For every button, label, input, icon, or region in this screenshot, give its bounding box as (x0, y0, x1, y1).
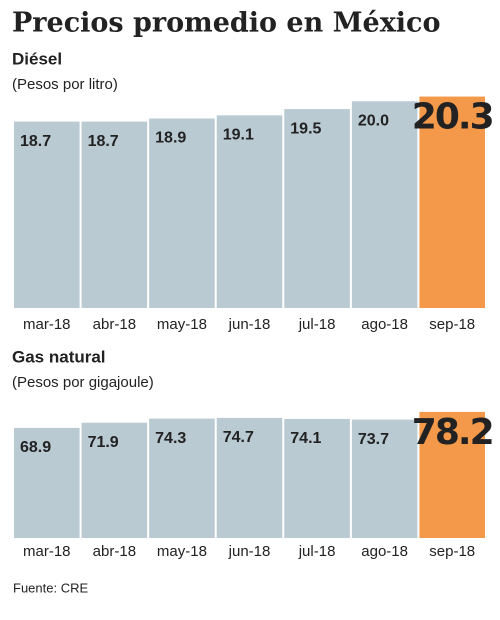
x-tick-label: sep-18 (429, 316, 475, 333)
bar (419, 411, 485, 538)
value-label: 18.9 (155, 130, 186, 147)
value-label: 18.7 (20, 133, 51, 150)
value-label: 19.1 (223, 127, 254, 144)
value-label: 73.7 (358, 431, 389, 448)
x-tick-label: jul-18 (298, 543, 336, 560)
value-label: 19.5 (290, 120, 321, 137)
bar (81, 121, 148, 308)
value-label: 74.7 (223, 429, 254, 446)
bar (14, 427, 80, 538)
bar (14, 121, 80, 308)
x-tick-label: may-18 (157, 316, 207, 333)
bar (419, 96, 485, 308)
bar (216, 115, 283, 308)
source: Fuente: CRE (13, 580, 88, 595)
value-label: 78.2 (412, 412, 493, 453)
value-label: 18.7 (88, 133, 119, 150)
value-label: 71.9 (88, 434, 119, 451)
page-title: Precios promedio en México (12, 8, 441, 39)
bar (284, 109, 350, 309)
value-label: 74.3 (155, 430, 186, 447)
x-tick-label: ago-18 (361, 543, 408, 560)
x-tick-label: abr-18 (93, 316, 136, 333)
x-tick-label: ago-18 (361, 316, 408, 333)
x-tick-label: jun-18 (228, 316, 271, 333)
bar (351, 419, 418, 538)
x-tick-label: abr-18 (93, 543, 136, 560)
bar (284, 418, 350, 538)
bar (216, 417, 283, 538)
bar (81, 422, 148, 538)
chart-subtitle: (Pesos por gigajoule) (12, 374, 154, 391)
value-label: 74.1 (290, 430, 321, 447)
x-tick-label: jun-18 (228, 543, 271, 560)
bar (149, 418, 215, 538)
value-label: 20.3 (412, 97, 493, 138)
x-tick-label: mar-18 (23, 543, 71, 560)
x-tick-label: may-18 (157, 543, 207, 560)
x-tick-label: jul-18 (298, 316, 336, 333)
chart-title: Diésel (12, 49, 62, 68)
chart-title: Gas natural (12, 347, 106, 366)
chart-subtitle: (Pesos por litro) (12, 76, 118, 93)
value-label: 68.9 (20, 439, 51, 456)
x-tick-label: sep-18 (429, 543, 475, 560)
bar (351, 101, 418, 308)
x-tick-label: mar-18 (23, 316, 71, 333)
value-label: 20.0 (358, 112, 389, 129)
bar (149, 118, 215, 308)
